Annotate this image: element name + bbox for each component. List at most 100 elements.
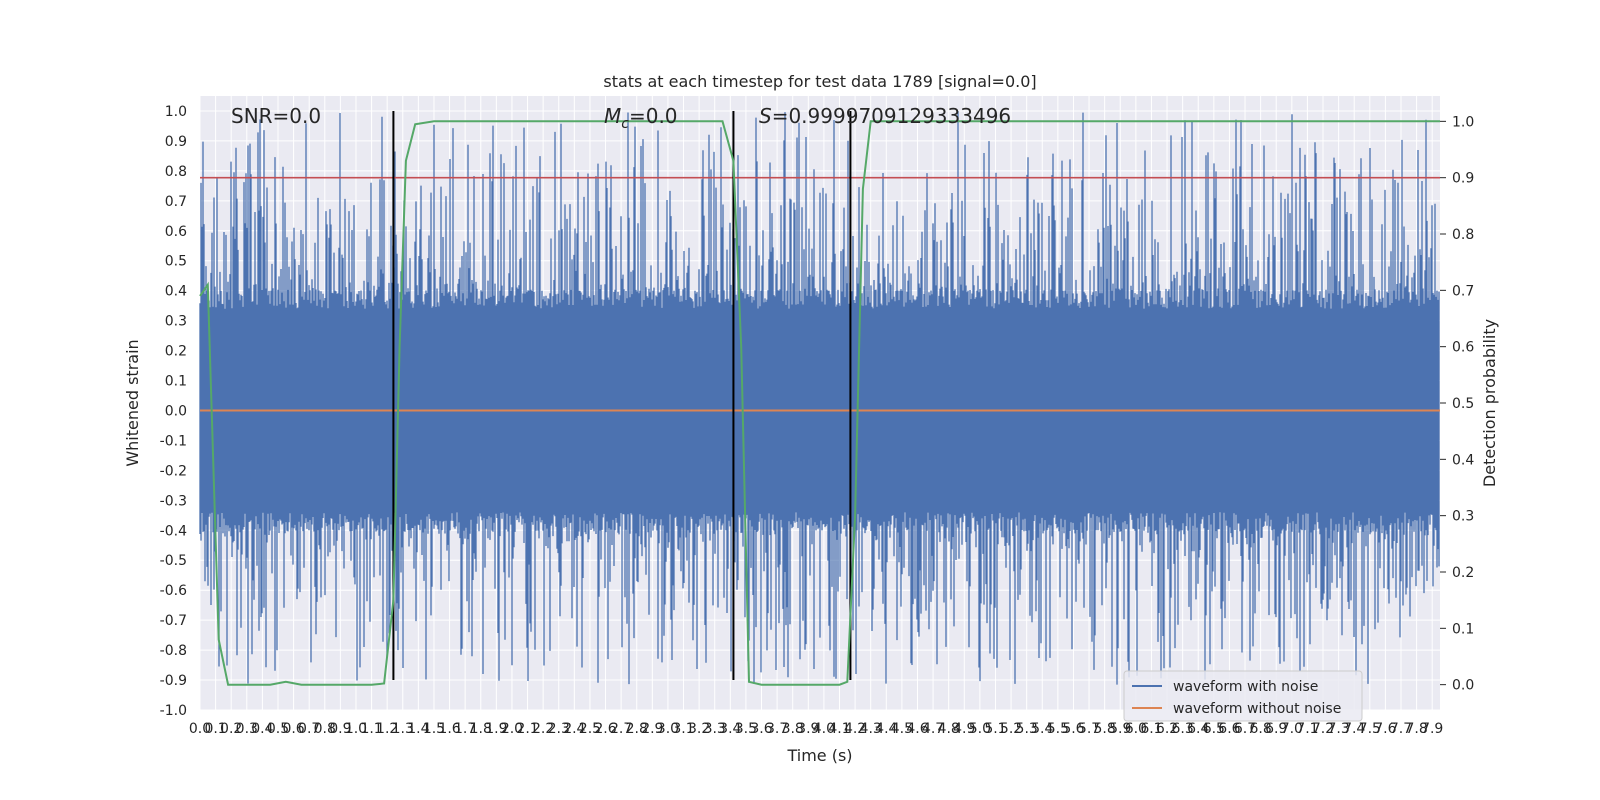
x-tick-label: 1.2 — [376, 721, 398, 737]
x-tick-label: 1.6 — [438, 721, 460, 737]
y2-tick-label: 0.2 — [1452, 565, 1474, 581]
s-value: =0.9999709129333496 — [772, 104, 1011, 128]
x-tick-label: 3.7 — [766, 721, 788, 737]
x-tick-label: 2.9 — [641, 721, 663, 737]
x-tick-label: 7.9 — [1421, 721, 1443, 737]
y-tick-label: -0.3 — [160, 493, 187, 509]
legend-label-noise: waveform with noise — [1173, 679, 1318, 695]
y-tick-label: -0.8 — [160, 643, 187, 659]
x-tick-label: 7.7 — [1390, 721, 1412, 737]
x-tick-label: 7.5 — [1359, 721, 1381, 737]
x-tick-label: 7.3 — [1327, 721, 1349, 737]
y-tick-label: -0.9 — [160, 673, 187, 689]
y-tick-label: -0.4 — [160, 523, 187, 539]
x-tick-label: 1.9 — [485, 721, 507, 737]
y-tick-label: 0.5 — [165, 254, 187, 270]
snr-annotation: SNR=0.0 — [231, 104, 321, 128]
x-tick-label: 4.4 — [875, 721, 897, 737]
y-tick-labels: -1.0 -0.9 -0.8 -0.7 -0.6 -0.5 -0.4 -0.3 -0.2 -0.1… — [160, 104, 187, 719]
y2-tick-label: 0.5 — [1452, 396, 1474, 412]
y-tick-label: -0.2 — [160, 463, 187, 479]
x-tick-label: 7.0 — [1281, 721, 1303, 737]
x-tick-label: 6.9 — [1265, 721, 1287, 737]
x-tick-label: 3.0 — [657, 721, 679, 737]
x-tick-label: 0.3 — [236, 721, 258, 737]
x-tick-label: 5.3 — [1016, 721, 1038, 737]
x-tick-label: 6.1 — [1140, 721, 1162, 737]
x-tick-label: 4.9 — [953, 721, 975, 737]
x-axis-label: Time (s) — [786, 746, 852, 765]
x-tick-label: 6.5 — [1203, 721, 1225, 737]
x-tick-label: 7.1 — [1296, 721, 1318, 737]
x-tick-label: 4.7 — [922, 721, 944, 737]
x-tick-label: 2.4 — [563, 721, 585, 737]
x-tick-label: 1.3 — [392, 721, 414, 737]
x-tick-label: 6.6 — [1218, 721, 1240, 737]
y-tick-label: 0.3 — [165, 314, 187, 330]
x-tick-label: 3.3 — [704, 721, 726, 737]
x-tick-label: 2.2 — [532, 721, 554, 737]
detection-stat-annotation: S=0.9999709129333496 — [759, 104, 1011, 128]
x-tick-label: 2.8 — [626, 721, 648, 737]
y-tick-label: -0.6 — [160, 583, 187, 599]
y-tick-label: 0.2 — [165, 344, 187, 360]
y2-tick-label: 0.3 — [1452, 509, 1474, 525]
x-tick-label: 0.1 — [204, 721, 226, 737]
x-tick-label: 2.7 — [610, 721, 632, 737]
y2-tick-label: 0.8 — [1452, 227, 1474, 243]
x-tick-label: 4.2 — [844, 721, 866, 737]
y-tick-label: 0.6 — [165, 224, 187, 240]
x-tick-label: 2.3 — [548, 721, 570, 737]
x-tick-label: 3.4 — [719, 721, 741, 737]
x-tick-label: 2.0 — [501, 721, 523, 737]
legend-box — [1123, 670, 1363, 722]
y-tick-label: 0.8 — [165, 164, 187, 180]
y-tick-label: -0.5 — [160, 553, 187, 569]
x-tick-label: 6.3 — [1172, 721, 1194, 737]
x-tick-label: 1.4 — [407, 721, 429, 737]
y-axis-label: Whitened strain — [123, 339, 142, 466]
y-tick-label: 0.4 — [165, 284, 187, 300]
x-tick-label: 5.8 — [1094, 721, 1116, 737]
x-tick-label: 2.1 — [516, 721, 538, 737]
x-tick-label: 5.1 — [984, 721, 1006, 737]
legend-label-clean: waveform without noise — [1173, 701, 1341, 717]
x-tick-label: 4.5 — [891, 721, 913, 737]
x-tick-label: 2.5 — [579, 721, 601, 737]
mc-value: =0.0 — [629, 104, 678, 128]
s-symbol: S — [759, 104, 772, 128]
y2-tick-label: 0.1 — [1452, 621, 1474, 637]
x-tick-label: 5.4 — [1031, 721, 1053, 737]
y-tick-label: 0.0 — [165, 403, 187, 419]
x-tick-label: 0.7 — [298, 721, 320, 737]
y2-tick-label: 0.6 — [1452, 340, 1474, 356]
x-tick-label: 0.4 — [251, 721, 273, 737]
x-tick-label: 2.6 — [594, 721, 616, 737]
chirp-mass-annotation: Mc=0.0 — [604, 104, 678, 132]
x-tick-label: 5.9 — [1109, 721, 1131, 737]
x-tick-label: 5.7 — [1078, 721, 1100, 737]
x-tick-label: 1.1 — [360, 721, 382, 737]
chart-title: stats at each timestep for test data 178… — [603, 72, 1036, 91]
x-tick-label: 3.1 — [672, 721, 694, 737]
y-tick-label: 1.0 — [165, 104, 187, 120]
x-tick-label: 5.0 — [969, 721, 991, 737]
x-tick-label: 1.8 — [470, 721, 492, 737]
x-tick-label: 3.5 — [735, 721, 757, 737]
overlays — [199, 110, 1440, 686]
y-tick-label: 0.7 — [165, 194, 187, 210]
y2-tick-label: 0.7 — [1452, 283, 1474, 299]
y2-tick-label: 0.4 — [1452, 452, 1474, 468]
x-tick-label: 4.8 — [938, 721, 960, 737]
x-tick-label: 6.7 — [1234, 721, 1256, 737]
x-tick-label: 7.6 — [1374, 721, 1396, 737]
detection-probability-line — [199, 120, 1440, 686]
x-tick-label: 7.8 — [1405, 721, 1427, 737]
x-tick-label: 0.5 — [267, 721, 289, 737]
x-tick-label: 4.0 — [813, 721, 835, 737]
y-tick-label: -0.7 — [160, 613, 187, 629]
x-tick-label: 6.8 — [1249, 721, 1271, 737]
x-tick-label: 0.8 — [314, 721, 336, 737]
x-tick-label: 1.0 — [345, 721, 367, 737]
